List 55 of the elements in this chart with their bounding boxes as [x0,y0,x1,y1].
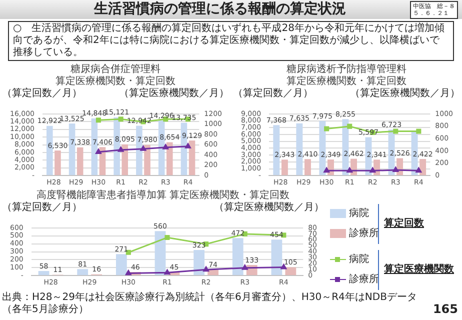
point [370,167,376,173]
chart-subtitle: 算定医療機関数・算定回数 [170,190,290,201]
bar [420,159,426,176]
point [164,269,170,275]
bar [144,144,150,176]
legend-label: 病院 [349,254,369,265]
text: 生活習慣病の管理に係る報酬の算定状況 [92,1,347,18]
source-note: 出典：H28～29年は社会医療診療行為別統計（各年6月審査分）、H30～R4年はNDBデータ（各年5月診療分） [2,292,418,316]
point [347,124,352,129]
text: 算定医療機関数 [384,264,454,276]
y-axis-title: （算定回数／月） [2,88,82,100]
bar [76,147,84,176]
chart-subtitle: 算定医療機関数・算定回数 [56,76,176,87]
bar [188,140,196,176]
legend-label: 診療所 [349,274,379,285]
y-axis-title: （算定回数／月） [2,202,82,214]
point [118,116,124,122]
point [393,128,398,134]
point [96,148,102,154]
text: ○ 生活習慣病の管理に係る報酬の算定回数はいずれも平成28年から令和元年にかけては増加傾向であるが、令和2年には特に病院における算定医療機関数・算定回数が減少し、以降横ばいで推移している。 [8,21,454,61]
point [203,266,209,272]
bar [54,150,61,176]
point [185,143,191,148]
bar [281,160,288,176]
chart-title: 糖尿病合併症管理料 [70,64,160,75]
point [416,167,422,173]
legend-label: 病院 [349,208,369,219]
y-axis-title: （算定回数／月） [233,88,313,100]
point [416,128,422,134]
text: 算定回数 [384,218,424,230]
bar [232,238,244,276]
bar [122,144,128,176]
bar [77,269,88,276]
point [324,126,330,132]
chart-title: 糖尿病透析予防指導管理料 [286,64,406,75]
y2-axis-title: （算定医療機関数／月） [350,88,460,100]
y2-axis-title: （算定医療機関数／月） [119,88,229,100]
bar [304,159,311,176]
point [96,118,101,123]
bar [194,250,205,276]
bar [116,254,127,276]
bar [271,240,282,276]
point [324,167,330,173]
y2-axis-title: （算定医療機関数／月） [214,202,324,214]
bar [285,267,296,276]
point [125,270,132,276]
text: 165 [432,302,458,316]
chart-subtitle: 算定医療機関数・算定回数 [286,76,406,87]
point [392,166,399,172]
bar [166,142,173,176]
point [164,235,170,240]
legend-label: 診療所 [349,228,379,239]
chart-title: 高度腎機能障害患者指導加算 [36,190,166,201]
point [346,167,353,173]
bar [38,271,50,276]
